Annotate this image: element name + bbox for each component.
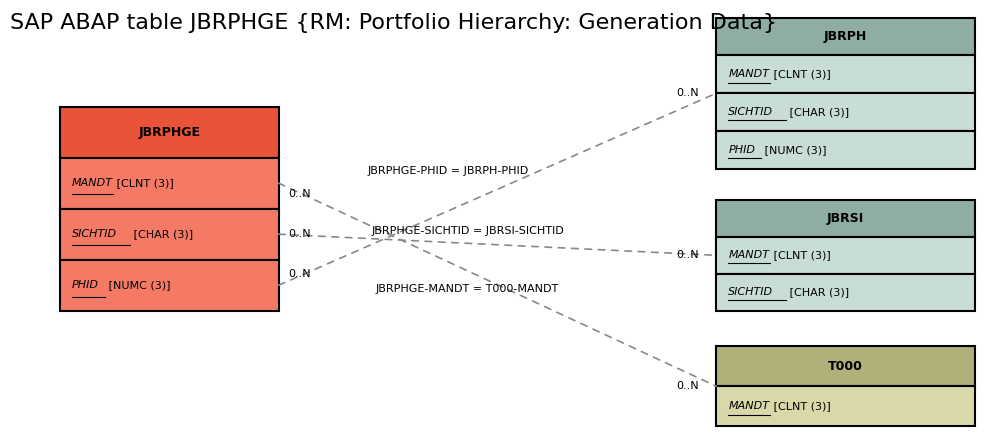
Text: JBRPHGE-MANDT = T000-MANDT: JBRPHGE-MANDT = T000-MANDT <box>376 284 559 294</box>
Text: MANDT: MANDT <box>72 178 113 188</box>
Bar <box>717 56 975 93</box>
Bar <box>717 93 975 131</box>
Text: [CHAR (3)]: [CHAR (3)] <box>787 287 849 297</box>
Text: JBRPH: JBRPH <box>825 30 867 43</box>
Text: MANDT: MANDT <box>728 401 770 411</box>
Bar <box>717 18 975 56</box>
Text: JBRPHGE-SICHTID = JBRSI-SICHTID: JBRPHGE-SICHTID = JBRSI-SICHTID <box>371 226 564 237</box>
Text: 0..N: 0..N <box>677 250 699 260</box>
Text: [CLNT (3)]: [CLNT (3)] <box>770 250 831 260</box>
Bar <box>60 260 278 311</box>
Text: 0..N: 0..N <box>677 88 699 98</box>
Text: [CLNT (3)]: [CLNT (3)] <box>770 401 831 411</box>
Bar <box>60 209 278 260</box>
Bar <box>60 107 278 158</box>
Bar <box>717 131 975 169</box>
Bar <box>717 200 975 237</box>
Text: T000: T000 <box>829 360 863 373</box>
Text: 0..N: 0..N <box>677 381 699 391</box>
Text: [CHAR (3)]: [CHAR (3)] <box>130 229 192 239</box>
Text: 0..N: 0..N <box>288 229 311 239</box>
Text: [NUMC (3)]: [NUMC (3)] <box>762 145 827 155</box>
Bar <box>717 237 975 274</box>
Text: [CLNT (3)]: [CLNT (3)] <box>113 178 173 188</box>
Text: SICHTID: SICHTID <box>728 107 774 117</box>
Text: [CLNT (3)]: [CLNT (3)] <box>770 69 831 79</box>
Text: SICHTID: SICHTID <box>72 229 117 239</box>
Bar <box>717 346 975 386</box>
Text: SICHTID: SICHTID <box>728 287 774 297</box>
Text: [CHAR (3)]: [CHAR (3)] <box>787 107 849 117</box>
Text: 0..N: 0..N <box>288 189 311 199</box>
Bar <box>60 158 278 209</box>
Text: JBRPHGE-PHID = JBRPH-PHID: JBRPHGE-PHID = JBRPH-PHID <box>367 166 528 177</box>
Bar <box>717 274 975 311</box>
Bar <box>717 386 975 426</box>
Text: [NUMC (3)]: [NUMC (3)] <box>105 280 170 290</box>
Text: MANDT: MANDT <box>728 69 770 79</box>
Text: JBRPHGE: JBRPHGE <box>139 126 200 139</box>
Text: MANDT: MANDT <box>728 250 770 260</box>
Text: JBRSI: JBRSI <box>828 212 864 225</box>
Text: PHID: PHID <box>728 145 756 155</box>
Text: SAP ABAP table JBRPHGE {RM: Portfolio Hierarchy: Generation Data}: SAP ABAP table JBRPHGE {RM: Portfolio Hi… <box>10 13 777 33</box>
Text: 0..N: 0..N <box>288 269 311 279</box>
Text: PHID: PHID <box>72 280 99 290</box>
